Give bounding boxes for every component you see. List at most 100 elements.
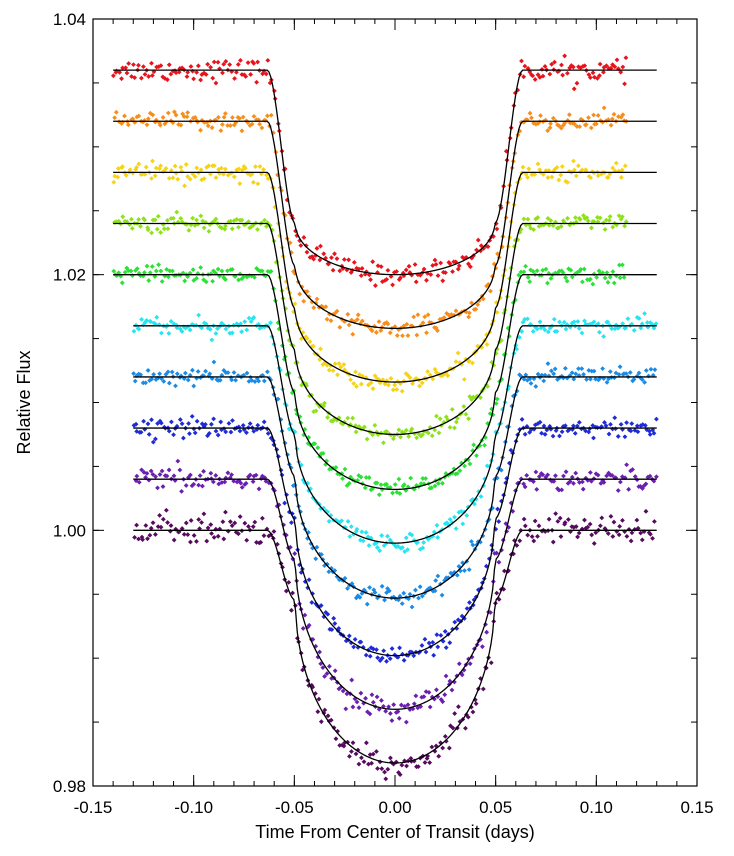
data-point <box>395 543 401 549</box>
data-point <box>447 261 453 267</box>
data-point <box>222 479 228 485</box>
data-point <box>128 268 134 274</box>
data-point <box>543 266 549 272</box>
data-point <box>374 647 379 653</box>
data-point <box>421 266 427 272</box>
data-point <box>246 379 252 384</box>
data-point <box>329 627 335 633</box>
data-point <box>160 115 166 120</box>
data-point <box>595 472 601 478</box>
data-point <box>173 383 178 389</box>
data-point <box>549 368 554 374</box>
data-point <box>166 331 172 336</box>
data-point <box>398 275 403 281</box>
data-point <box>134 373 140 379</box>
data-point <box>396 770 401 775</box>
data-point <box>166 175 172 181</box>
data-point <box>429 485 434 491</box>
data-point <box>427 760 433 766</box>
data-point <box>426 640 432 646</box>
data-point <box>473 701 479 707</box>
data-point <box>379 533 385 538</box>
data-point <box>250 59 255 65</box>
data-point <box>514 543 520 548</box>
data-point <box>167 268 173 274</box>
data-point <box>123 172 129 178</box>
data-point <box>341 362 347 367</box>
data-point <box>369 760 374 766</box>
data-point <box>245 60 251 66</box>
data-point <box>424 330 429 336</box>
light-curve-series <box>111 158 657 394</box>
data-point <box>225 268 230 274</box>
data-point <box>175 458 181 464</box>
data-point <box>354 699 360 705</box>
data-point <box>337 471 343 477</box>
data-point <box>342 367 348 373</box>
data-point <box>338 364 344 370</box>
data-point <box>336 625 342 631</box>
data-point <box>403 267 409 273</box>
data-point <box>604 473 610 479</box>
data-point <box>521 74 527 80</box>
data-point <box>219 372 225 378</box>
data-point <box>463 356 469 362</box>
data-point <box>425 312 431 318</box>
data-point <box>347 754 352 759</box>
data-point <box>211 163 217 169</box>
data-point <box>404 321 410 327</box>
data-point <box>268 112 274 118</box>
data-point <box>113 109 119 115</box>
data-point <box>478 243 484 249</box>
data-point <box>554 328 560 334</box>
data-point <box>588 125 594 131</box>
data-point <box>488 288 493 294</box>
data-point <box>459 613 465 619</box>
data-point <box>219 165 224 171</box>
data-point <box>139 316 144 322</box>
data-point <box>189 413 195 419</box>
data-point <box>587 75 593 81</box>
data-point <box>150 471 156 477</box>
data-point <box>553 473 558 479</box>
data-point <box>378 264 384 270</box>
data-point <box>179 168 185 174</box>
data-point <box>191 76 197 82</box>
data-point <box>423 649 429 655</box>
data-point <box>465 504 471 510</box>
x-tick-label: 0.05 <box>479 798 512 817</box>
data-point <box>464 606 470 611</box>
data-point <box>146 278 152 283</box>
data-point <box>608 122 614 128</box>
data-point <box>237 116 242 121</box>
data-point <box>205 123 211 129</box>
data-point <box>300 330 306 335</box>
data-point <box>456 661 462 667</box>
data-point <box>562 520 568 525</box>
data-point <box>301 432 307 438</box>
data-point <box>559 429 565 435</box>
data-point <box>233 69 239 75</box>
data-point <box>449 406 455 412</box>
data-point <box>425 430 431 436</box>
data-point <box>516 272 522 278</box>
data-point <box>394 387 400 392</box>
data-point <box>437 416 443 422</box>
data-point <box>645 474 651 480</box>
data-point <box>501 568 507 574</box>
data-point <box>204 164 210 170</box>
data-point <box>134 114 140 120</box>
data-point <box>433 325 439 331</box>
data-point <box>601 69 606 75</box>
data-point <box>329 676 334 681</box>
data-point <box>571 86 577 92</box>
data-point <box>384 590 389 595</box>
data-point <box>346 322 352 328</box>
data-point <box>517 176 523 181</box>
data-point <box>552 59 557 65</box>
data-point <box>466 314 472 320</box>
data-point <box>619 214 625 220</box>
data-point <box>545 215 551 221</box>
data-point <box>384 276 390 282</box>
data-point <box>488 660 494 666</box>
